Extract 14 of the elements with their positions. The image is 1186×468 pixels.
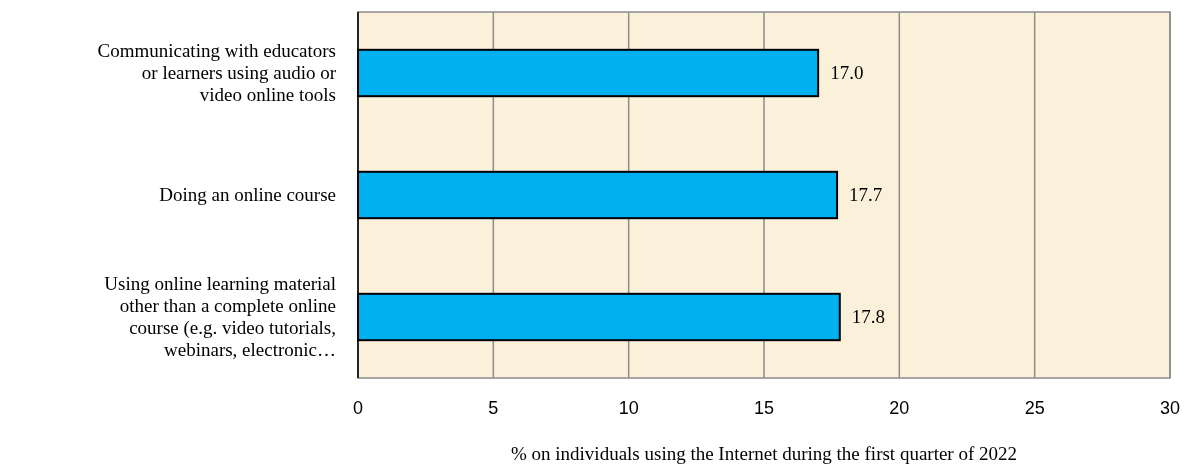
x-axis-title: % on individuals using the Internet during the first quarter of 2022 [510,443,1018,464]
y-tick-label: Communicating with educators or learners using audio or video online tools [97,40,337,105]
data-label: 17.8 [851,306,886,327]
x-tick-label: 20 [889,398,910,418]
x-tick-label: 5 [488,398,499,418]
x-tick-label: 10 [618,398,639,418]
x-tick-label: 0 [352,398,364,418]
y-tick-label: Doing an online course [159,184,336,205]
x-tick-label: 15 [753,398,775,418]
x-tick-label: 30 [1159,398,1181,418]
data-label: 17.0 [830,62,864,83]
y-tick-label: Using online learning material other than a complete online course (e.g. video tutorials, webinars, electronic… [104,273,336,360]
data-label: 17.7 [849,184,883,205]
x-tick-label: 25 [1024,398,1045,418]
